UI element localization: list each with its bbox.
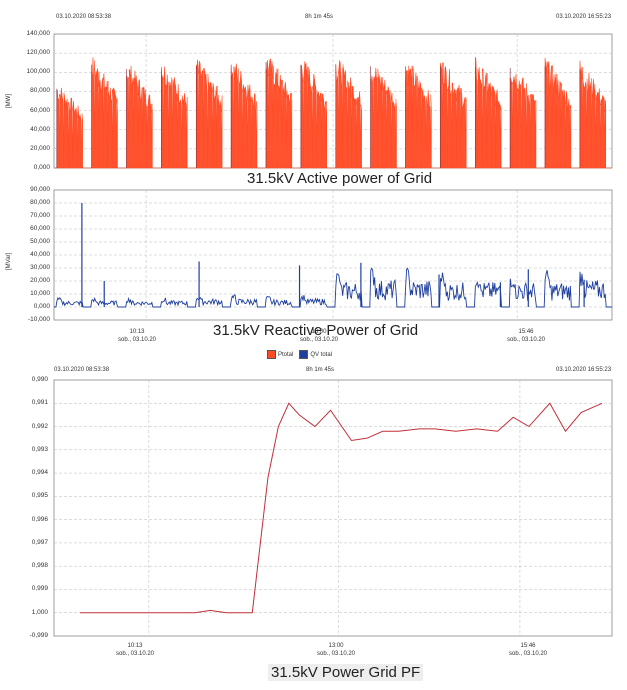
top-duration: 8h 1m 45s [305, 14, 334, 20]
reactive-y-tick-label: 0,000 [33, 303, 50, 310]
pf-x-tick-1: 10:13 sob., 03.10.20 [115, 643, 155, 657]
active-y-tick-label: 100,000 [26, 68, 51, 76]
pf-y-tick-label: 0,992 [31, 422, 48, 430]
pf-y-tick-label: -0,999 [29, 632, 48, 639]
active-power-burst [88, 57, 124, 169]
active-power-burst [263, 58, 299, 169]
active-power-burst [542, 57, 578, 169]
active-power-burst [298, 61, 333, 169]
top-x-tick-3: 15:46 sob., 03.10.20 [506, 329, 546, 343]
active-y-tick-label: 80,000 [30, 87, 50, 95]
reactive-y-tick-label: 10,000 [30, 290, 50, 297]
active-y-tick-label: 0,000 [33, 164, 50, 171]
active-power-burst [54, 87, 89, 169]
pf-end-time: 03.10.2020 16:55:23 [556, 367, 612, 373]
reactive-y-tick-label: 90,000 [30, 186, 50, 193]
active-power-caption: 31.5kV Active power of Grid [244, 170, 436, 187]
reactive-y-tick-label: 30,000 [30, 264, 50, 271]
pf-y-tick-label: 0,996 [31, 515, 48, 523]
pf-y-tick-label: 1,000 [31, 608, 48, 616]
reactive-power-caption: 31.5kV Reactive Power of Grid [210, 322, 422, 339]
active-y-tick-label: 140,000 [26, 30, 51, 37]
pf-y-tick-label: 0,999 [31, 585, 48, 593]
reactive-power-line [54, 267, 612, 308]
top-start-time: 03.10.2020 08:53:38 [56, 14, 112, 20]
pf-plot-frame [53, 379, 613, 637]
legend: Ptotal QV total [267, 350, 332, 359]
reactive-y-tick-label: 40,000 [30, 251, 50, 258]
pf-y-tick-label: 0,995 [31, 492, 48, 500]
active-power-burst [193, 59, 229, 169]
active-power-burst [333, 60, 368, 169]
active-power-burst [402, 65, 438, 169]
active-power-burst [367, 67, 403, 169]
active-y-tick-label: 20,000 [30, 144, 50, 152]
pf-y-tick-label: 0,998 [31, 562, 48, 570]
top-x-tick-1: 10:13 sob., 03.10.20 [117, 329, 157, 343]
pf-y-tick-label: 0,994 [31, 469, 48, 477]
pf-x-tick-2: 13:00 sob., 03.10.20 [316, 643, 356, 657]
reactive-y-tick-label: 20,000 [30, 277, 50, 284]
pf-y-tick-label: 0,993 [31, 445, 48, 453]
active-y-tick-label: 120,000 [26, 49, 51, 57]
active-power-burst [507, 73, 543, 169]
legend-item-ptotal: Ptotal [267, 350, 293, 359]
pf-y-tick-label: 0,990 [31, 376, 48, 383]
reactive-y-tick-label: -10,000 [27, 316, 50, 323]
pf-start-time: 03.10.2020 08:53:38 [54, 367, 110, 373]
pf-y-tick-label: 0,991 [31, 399, 48, 407]
pf-caption: 31.5kV Power Grid PF [268, 664, 424, 681]
reactive-y-tick-label: 80,000 [30, 199, 50, 206]
active-power-burst [437, 62, 473, 169]
active-power-burst [158, 66, 194, 169]
pf-x-tick-3: 15:46 sob., 03.10.20 [508, 643, 548, 657]
pf-y-tick-label: 0,997 [31, 538, 48, 546]
active-power-burst [472, 56, 508, 169]
legend-item-qv-total: QV total [299, 350, 332, 359]
active-power-burst [228, 63, 264, 169]
pf-line [80, 402, 603, 614]
active-y-tick-label: 60,000 [30, 106, 50, 114]
reactive-y-tick-label: 50,000 [30, 238, 50, 245]
pf-duration: 8h 1m 45s [306, 367, 335, 373]
reactive-y-tick-label: 70,000 [30, 212, 50, 219]
active-power-burst [123, 65, 159, 169]
active-y-tick-label: 40,000 [30, 125, 50, 133]
reactive-y-tick-label: 60,000 [30, 225, 50, 232]
top-x-tick-2: 13:00 sob., 03.10.20 [299, 329, 339, 343]
active-power-burst [577, 60, 612, 169]
top-end-time: 03.10.2020 16:55:23 [556, 14, 612, 20]
